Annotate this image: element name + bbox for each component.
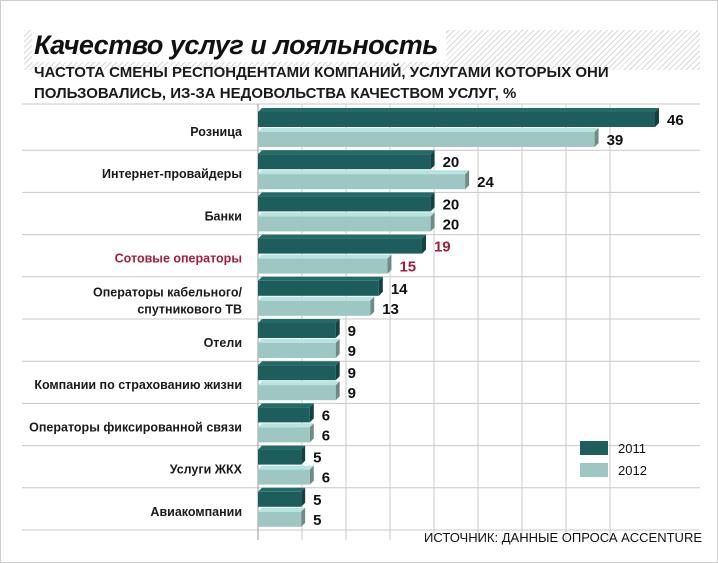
bar-top-face [258, 507, 306, 512]
data-label: 15 [399, 259, 416, 276]
bar-top-face [258, 319, 340, 323]
legend-swatch-2011 [580, 441, 608, 455]
bar-2012 [258, 427, 310, 443]
bar-side-face [387, 254, 392, 274]
bar-side-face [378, 276, 383, 296]
legend-label: 2012 [618, 463, 647, 478]
data-label: 9 [348, 323, 356, 340]
bar-top-face [258, 192, 435, 197]
bar-side-face [370, 296, 375, 316]
bar-top-face [258, 170, 470, 175]
bar-side-face [309, 403, 314, 423]
category-label: Отели [204, 336, 242, 350]
data-label: 6 [322, 427, 330, 444]
data-label: 9 [348, 365, 356, 382]
bar-side-face [465, 170, 470, 190]
bar-side-face [421, 234, 426, 254]
data-label: 5 [313, 450, 321, 467]
bar-side-face [594, 128, 599, 147]
bar-2012 [258, 469, 310, 485]
bar-side-face [309, 465, 314, 485]
bar-side-face [301, 487, 306, 507]
bar-top-face [258, 423, 314, 428]
category-label: Компании по страхованию жизни [34, 378, 242, 392]
data-label: 13 [382, 301, 399, 318]
bar-top-face [258, 296, 375, 301]
bar-2012 [258, 216, 431, 232]
bar-top-face [258, 339, 340, 343]
category-label: Банки [205, 209, 242, 223]
bar-2012 [258, 174, 466, 190]
chart-title: Качество услуг и лояльность [32, 28, 446, 62]
bar-side-face [309, 423, 314, 443]
bar-side-face [655, 108, 659, 127]
chart-subtitle: ЧАСТОТА СМЕНЫ РЕСПОНДЕНТАМИ КОМПАНИЙ, УС… [34, 64, 609, 102]
bar-2011 [258, 491, 302, 507]
bar-2012 [258, 258, 388, 274]
bar-side-face [335, 361, 340, 381]
data-label: 19 [434, 239, 451, 256]
category-label: спутникового ТВ [137, 302, 242, 316]
legend-swatch-2012 [580, 463, 608, 477]
data-label: 39 [607, 132, 624, 149]
data-label: 20 [443, 154, 460, 171]
category-label: Интернет-провайдеры [102, 167, 242, 181]
bar-2011 [258, 449, 302, 465]
bar-side-face [335, 339, 340, 358]
bar-top-face [258, 487, 306, 492]
bar-top-face [258, 254, 392, 259]
category-label: Операторы фиксированной связи [29, 420, 242, 434]
bar-side-face [430, 212, 435, 232]
bar-2012 [258, 511, 302, 527]
bar-top-face [258, 381, 340, 386]
bar-2012 [258, 343, 336, 358]
bar-top-face [258, 276, 383, 281]
legend-label: 2011 [618, 441, 646, 456]
bar-2011 [258, 196, 431, 212]
data-label: 9 [348, 343, 356, 360]
bar-2011 [258, 407, 310, 423]
category-label: Розница [190, 125, 243, 139]
bar-side-face [335, 381, 340, 401]
bar-2012 [258, 132, 595, 147]
bar-2011 [258, 238, 422, 254]
data-label: 20 [443, 196, 460, 213]
data-label: 5 [313, 512, 321, 529]
data-label: 20 [443, 216, 460, 233]
source-note: ИСТОЧНИК: ДАННЫЕ ОПРОСА ACCENTURE [424, 530, 702, 545]
data-label: 46 [667, 112, 684, 129]
bar-2011 [258, 280, 379, 296]
bar-side-face [301, 445, 306, 465]
data-label: 5 [313, 492, 321, 509]
bar-side-face [430, 192, 435, 212]
data-label: 9 [348, 385, 356, 402]
data-label: 6 [322, 407, 330, 424]
bar-top-face [258, 361, 340, 366]
bar-top-face [258, 108, 659, 112]
category-label: Сотовые операторы [115, 252, 242, 266]
bar-2011 [258, 323, 336, 338]
data-label: 6 [322, 470, 330, 487]
data-label: 14 [391, 281, 408, 298]
category-label: Авиакомпании [150, 505, 242, 519]
bar-top-face [258, 403, 314, 408]
bar-top-face [258, 445, 306, 450]
bar-top-face [258, 150, 435, 155]
bar-top-face [258, 128, 599, 132]
category-label: Услуги ЖКХ [170, 463, 243, 477]
bar-side-face [301, 507, 306, 527]
bar-2011 [258, 112, 655, 127]
bar-top-face [258, 465, 314, 470]
bar-2012 [258, 385, 336, 401]
bar-2011 [258, 365, 336, 381]
category-label: Операторы кабельного/ [93, 285, 243, 299]
bar-top-face [258, 212, 435, 217]
bar-side-face [430, 150, 435, 170]
bar-2012 [258, 300, 371, 316]
bar-top-face [258, 234, 426, 239]
data-label: 24 [477, 174, 494, 191]
bar-2011 [258, 154, 431, 170]
bar-side-face [335, 319, 340, 338]
